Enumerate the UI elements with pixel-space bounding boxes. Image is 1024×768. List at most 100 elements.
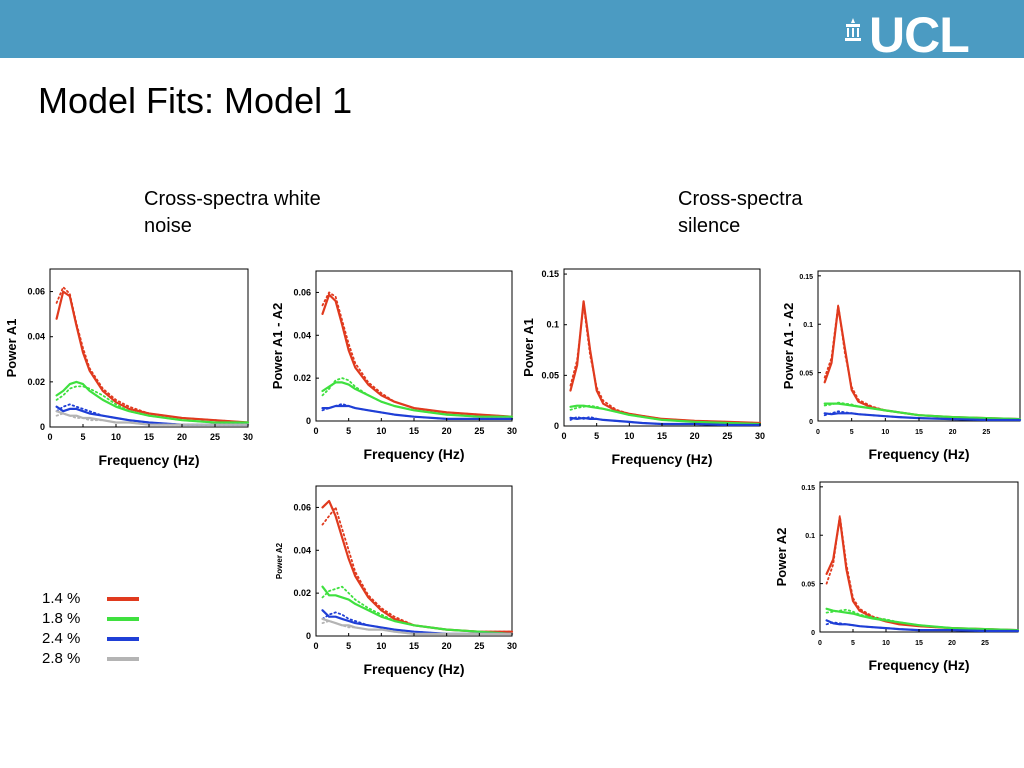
x-tick-label: 10 [376, 641, 386, 651]
x-tick-label: 30 [243, 432, 253, 442]
y-axis-label: Power A1 [521, 318, 536, 377]
y-tick-label: 0 [306, 416, 311, 426]
x-tick-label: 5 [80, 432, 85, 442]
x-tick-label: 5 [851, 640, 855, 647]
chart-silence-power-a1-a2: 0 5 10 15 20 25 0 0.05 0.1 0.15 Frequency (Hz) Powe… [780, 262, 1024, 474]
y-tick-label: 0.15 [801, 485, 815, 492]
ucl-portico-icon [843, 18, 863, 44]
legend-swatch [107, 597, 139, 601]
x-tick-label: 10 [376, 426, 386, 436]
y-tick-label: 0.1 [805, 533, 815, 540]
legend-label: 1.4 % [42, 589, 80, 609]
x-tick-label: 5 [346, 641, 351, 651]
legend-item: 2.4 % [42, 629, 152, 649]
y-tick-label: 0.04 [293, 545, 311, 555]
x-tick-label: 0 [47, 432, 52, 442]
x-tick-label: 25 [722, 431, 732, 441]
y-tick-label: 0.06 [27, 287, 45, 297]
x-tick-label: 0 [818, 640, 822, 647]
chart-silence-power-a1: 0 5 10 15 20 25 3000.050.10.15Frequency (Hz)Po… [520, 262, 776, 474]
x-tick-label: 15 [657, 431, 667, 441]
x-tick-label: 20 [949, 429, 957, 436]
x-axis-label: Frequency (Hz) [868, 657, 969, 673]
y-tick-label: 0.02 [27, 377, 45, 387]
plot-frame [316, 271, 512, 421]
y-tick-label: 0.15 [799, 274, 813, 281]
x-tick-label: 5 [346, 426, 351, 436]
legend-swatch [107, 637, 139, 641]
legend-item: 2.8 % [42, 649, 152, 669]
x-tick-label: 0 [561, 431, 566, 441]
x-axis-label: Frequency (Hz) [363, 661, 464, 677]
x-axis-label: Frequency (Hz) [611, 451, 712, 467]
legend-label: 2.4 % [42, 629, 80, 649]
heading-silence: Cross-spectra silence [678, 186, 898, 240]
y-tick-label: 0.02 [293, 373, 311, 383]
y-axis-label: Power A1 [4, 319, 19, 378]
heading-white-noise: Cross-spectra white noise [144, 186, 364, 240]
x-tick-label: 20 [948, 640, 956, 647]
x-tick-label: 25 [982, 429, 990, 436]
x-tick-label: 20 [690, 431, 700, 441]
y-axis-label: Power A1 - A2 [270, 303, 285, 389]
chart-white-noise-power-a2: 0 5 10 15 20 25 3000.020.040.06Frequency (Hz)P… [266, 478, 528, 688]
y-tick-label: 0.06 [293, 287, 311, 297]
x-tick-label: 15 [915, 640, 923, 647]
y-tick-label: 0.02 [293, 588, 311, 598]
plot-frame [564, 269, 760, 426]
x-tick-label: 10 [882, 640, 890, 647]
y-tick-label: 0.05 [801, 582, 815, 589]
x-tick-label: 20 [177, 432, 187, 442]
heading-silence-line-1: Cross-spectra [678, 186, 898, 213]
y-axis-label: Power A2 [275, 542, 284, 579]
plot-frame [50, 269, 248, 427]
y-tick-label: 0 [40, 422, 45, 432]
x-tick-label: 15 [144, 432, 154, 442]
plot-frame [818, 271, 1020, 421]
slide-title: Model Fits: Model 1 [38, 80, 352, 122]
x-axis-label: Frequency (Hz) [98, 452, 199, 468]
y-tick-label: 0 [811, 630, 815, 637]
x-tick-label: 20 [442, 641, 452, 651]
x-tick-label: 0 [313, 641, 318, 651]
x-tick-label: 30 [507, 426, 517, 436]
y-axis-label: Power A2 [774, 528, 789, 587]
x-tick-label: 15 [409, 426, 419, 436]
y-tick-label: 0.1 [803, 322, 813, 329]
legend-item: 1.4 % [42, 589, 152, 609]
legend-item: 1.8 % [42, 609, 152, 629]
x-axis-label: Frequency (Hz) [868, 446, 969, 462]
x-tick-label: 10 [624, 431, 634, 441]
x-tick-label: 5 [594, 431, 599, 441]
legend-label: 2.8 % [42, 649, 80, 669]
heading-silence-line-2: silence [678, 213, 898, 240]
chart-silence-power-a2: 0 5 10 15 20 25 0 0.05 0.1 0.15 Frequency (Hz) Powe… [772, 476, 1024, 688]
y-tick-label: 0 [809, 419, 813, 426]
x-tick-label: 30 [755, 431, 765, 441]
legend: 1.4 % 1.8 % 2.4 % 2.8 % [42, 589, 152, 669]
x-tick-label: 0 [816, 429, 820, 436]
y-tick-label: 0.04 [293, 330, 311, 340]
x-tick-label: 25 [210, 432, 220, 442]
x-tick-label: 20 [442, 426, 452, 436]
x-tick-label: 10 [881, 429, 889, 436]
y-axis-label: Power A1 - A2 [781, 303, 796, 389]
y-tick-label: 0.04 [27, 332, 45, 342]
heading-white-noise-line-1: Cross-spectra white [144, 186, 364, 213]
heading-white-noise-line-2: noise [144, 213, 364, 240]
x-tick-label: 25 [474, 426, 484, 436]
plot-frame [316, 486, 512, 636]
legend-swatch [107, 657, 139, 661]
legend-swatch [107, 617, 139, 621]
y-tick-label: 0 [306, 631, 311, 641]
x-tick-label: 25 [474, 641, 484, 651]
logo-text: UCL [869, 14, 969, 56]
x-tick-label: 10 [111, 432, 121, 442]
y-tick-label: 0 [554, 421, 559, 431]
chart-white-noise-power-a1-a2: 0 5 10 15 20 25 30 0 0.02 0.04 0.06 Frequency (Hz) P… [266, 262, 528, 474]
x-tick-label: 5 [850, 429, 854, 436]
plot-frame [820, 482, 1018, 632]
x-tick-label: 0 [313, 426, 318, 436]
legend-label: 1.8 % [42, 609, 80, 629]
x-tick-label: 25 [981, 640, 989, 647]
